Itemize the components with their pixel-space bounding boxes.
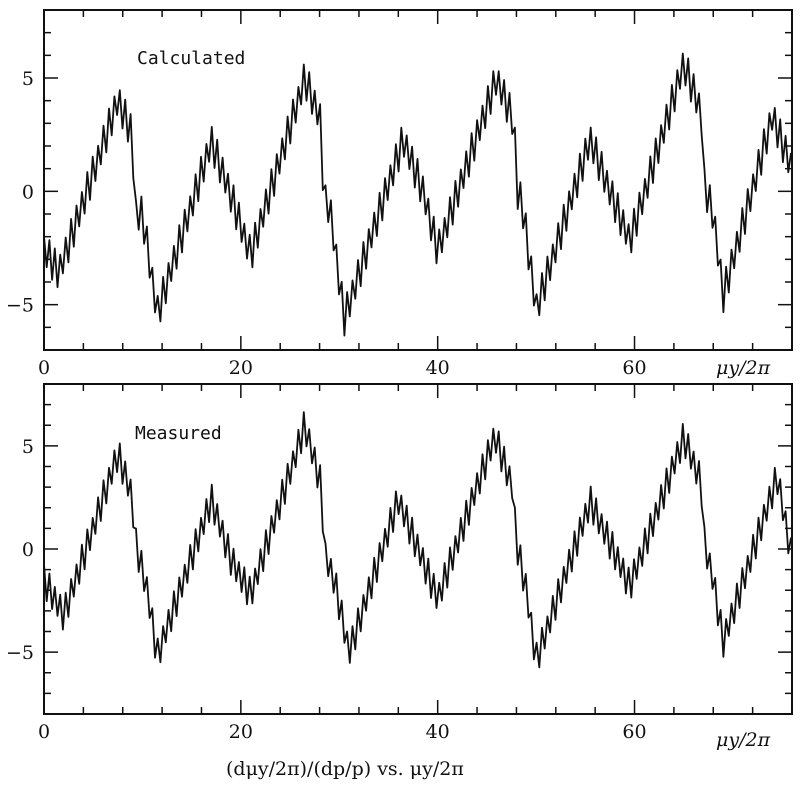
- measured-panel: 0 20 40 60 −5 0 5 Measured μy/2π: [6, 383, 793, 751]
- calculated-x-tick-label: 20: [229, 357, 253, 379]
- calculated-panel: 0 20 40 60 −5 0 5 Calculated μy/2π: [6, 9, 793, 379]
- measured-y-tick-label: 5: [22, 436, 34, 458]
- figure-caption: (dμy/2π)/(dp/p) vs. μy/2π: [226, 758, 464, 780]
- calculated-x-tick-label: 60: [622, 357, 646, 379]
- measured-series-line: [43, 411, 792, 669]
- measured-panel-label: Measured: [135, 423, 222, 444]
- calculated-plot-frame: [43, 9, 793, 351]
- measured-x-tick-label: 40: [426, 721, 450, 743]
- calculated-x-unit-label: μy/2π: [716, 357, 771, 379]
- measured-x-tick-label: 0: [38, 721, 50, 743]
- measured-y-tick-label: −5: [6, 642, 34, 664]
- measured-x-unit-label: μy/2π: [716, 729, 771, 751]
- calculated-panel-label: Calculated: [137, 48, 245, 69]
- measured-x-tick-label: 60: [622, 721, 646, 743]
- calculated-y-tick-label: 0: [22, 181, 34, 203]
- calculated-ticks: 0 20 40 60 −5 0 5: [6, 9, 793, 379]
- calculated-series-line: [43, 52, 792, 337]
- measured-ticks: 0 20 40 60 −5 0 5: [6, 383, 793, 743]
- calculated-x-tick-label: 40: [426, 357, 450, 379]
- calculated-y-tick-label: 5: [22, 68, 34, 90]
- calculated-x-tick-label: 0: [38, 357, 50, 379]
- measured-y-tick-label: 0: [22, 539, 34, 561]
- calculated-y-tick-label: −5: [6, 295, 34, 317]
- measured-x-tick-label: 20: [229, 721, 253, 743]
